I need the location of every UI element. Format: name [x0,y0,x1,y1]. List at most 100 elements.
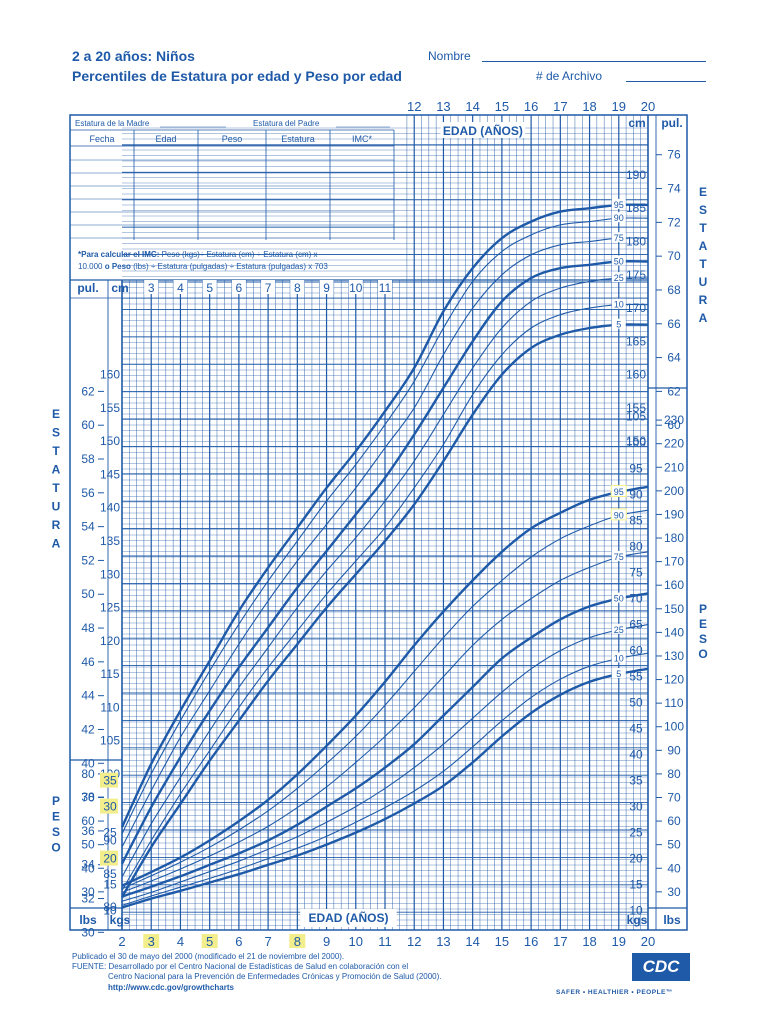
x-tick-label-inner: 6 [236,281,243,295]
weight-kg-tick-right: 60 [629,644,643,658]
x-tick-label: 7 [264,934,271,949]
highlight-mark [143,934,160,948]
stature-cm-tick-left: 105 [100,734,120,748]
stature-cm-tick-right: 155 [626,401,646,415]
weight-kg-tick-left: 25 [103,826,117,840]
stature-in-tick-right: 68 [667,283,681,297]
stature-in-tick-right: 72 [667,215,681,229]
weight-kg-tick-right: 45 [629,722,643,736]
weight-percentile-5-line [121,667,649,909]
stature-percentile-label: 75 [614,233,624,243]
file-number-field[interactable] [626,81,706,82]
weight-title-right-letter: S [699,632,707,646]
label-bg [611,551,626,561]
stature-title-left-letter: U [52,500,61,514]
weight-kg-tick-right: 70 [629,592,643,606]
stature-percentile-label: 95 [614,200,624,210]
x-axis-title-top: EDAD (AÑOS) [443,123,523,138]
stature-in-tick-left: 32 [81,892,95,906]
stature-cm-tick-left: 80 [103,900,117,914]
stature-cm-tick-left: 125 [100,601,120,615]
weight-lb-tick-right: 180 [664,531,684,545]
x-tick-label-inner: 9 [323,281,330,295]
unit-label: kgs [110,913,131,927]
x-tick-label: 20 [641,934,655,949]
stature-cm-tick-right: 190 [626,168,646,182]
stature-title-left-letter: E [52,407,60,421]
stature-title-right-letter: T [699,221,707,235]
weight-kg-tick-right: 25 [629,826,643,840]
footer-url[interactable]: http://www.cdc.gov/growthcharts [108,983,234,992]
x-tick-label-inner: 7 [265,281,272,295]
weight-title-left-letter: P [52,794,60,808]
label-bg [611,232,626,243]
x-tick-label: 12 [407,934,421,949]
stature-in-tick-left: 38 [81,790,95,804]
weight-percentile-10-line [121,652,649,906]
stature-in-tick-right: 62 [667,384,681,398]
label-bg [611,486,626,496]
highlight-mark [100,798,118,814]
stature-in-tick-left: 56 [81,486,95,500]
unit-label: lbs [79,913,97,927]
stature-percentile-25-line [121,277,649,878]
label-bg [290,280,305,294]
weight-percentile-label: 50 [614,594,624,604]
x-tick-label-inner: 4 [177,281,184,295]
stature-cm-tick-left: 130 [100,567,120,581]
weight-lb-tick-right: 30 [667,885,681,899]
footer-source: FUENTE: Desarrollado por el Centro Nacio… [72,962,409,971]
weight-kg-tick-right: 35 [629,774,643,788]
unit-label: cm [628,116,645,130]
stature-percentile-label: 50 [614,256,624,266]
footer-source-2: Centro Nacional para la Prevención de En… [108,972,442,981]
stature-percentile-label: 10 [614,300,624,310]
label-bg [611,272,626,283]
table-column-header: IMC* [352,134,372,144]
imc-formula: *Para calcular el IMC: Peso (kgs)÷ Estat… [78,250,318,259]
x-tick-label: 16 [524,934,538,949]
x-tick-label-top: 16 [524,99,538,114]
label-bg [611,318,626,329]
weight-lb-tick-right: 90 [667,743,681,757]
weight-percentile-25-line [121,624,649,902]
weight-title-left-letter: O [51,841,60,855]
stature-percentile-75-line [121,237,649,848]
stature-percentile-label: 5 [616,320,621,330]
name-field[interactable] [482,61,706,62]
stature-title-right-letter: R [699,293,708,307]
unit-label: pul. [77,281,98,295]
x-tick-label: 19 [612,934,626,949]
stature-title-right-letter: T [699,257,707,271]
stature-cm-tick-right: 185 [626,201,646,215]
label-bg [231,280,246,294]
weight-kg-tick-right: 105 [626,410,646,424]
label-bg [611,255,626,266]
unit-label: pul. [661,116,682,130]
label-bg [440,122,526,138]
weight-lb-tick-left: 60 [81,814,95,828]
weight-kg-tick-right: 100 [626,436,646,450]
weight-kg-tick-right: 30 [629,800,643,814]
label-bg [611,623,626,634]
label-bg [611,509,626,520]
weight-percentile-label: 75 [614,552,624,562]
stature-in-tick-right: 66 [667,317,681,331]
x-tick-label: 13 [436,934,450,949]
weight-lb-tick-left: 50 [81,838,95,852]
stature-title-left-letter: T [52,481,60,495]
stature-in-tick-left: 48 [81,621,95,635]
stature-cm-tick-left: 150 [100,434,120,448]
weight-lb-tick-left: 40 [81,861,95,875]
stature-title-left-letter: S [52,426,60,440]
cdc-logo: CDC [632,953,690,981]
label-bg [611,198,626,209]
x-tick-label: 11 [378,934,392,949]
stature-percentile-90-line [121,217,649,835]
x-tick-label: 9 [323,934,330,949]
stature-percentile-95-line [120,203,649,828]
x-tick-label-inner: 3 [148,281,155,295]
weight-percentile-label: 5 [616,669,621,679]
stature-title-right-letter: S [699,203,707,217]
